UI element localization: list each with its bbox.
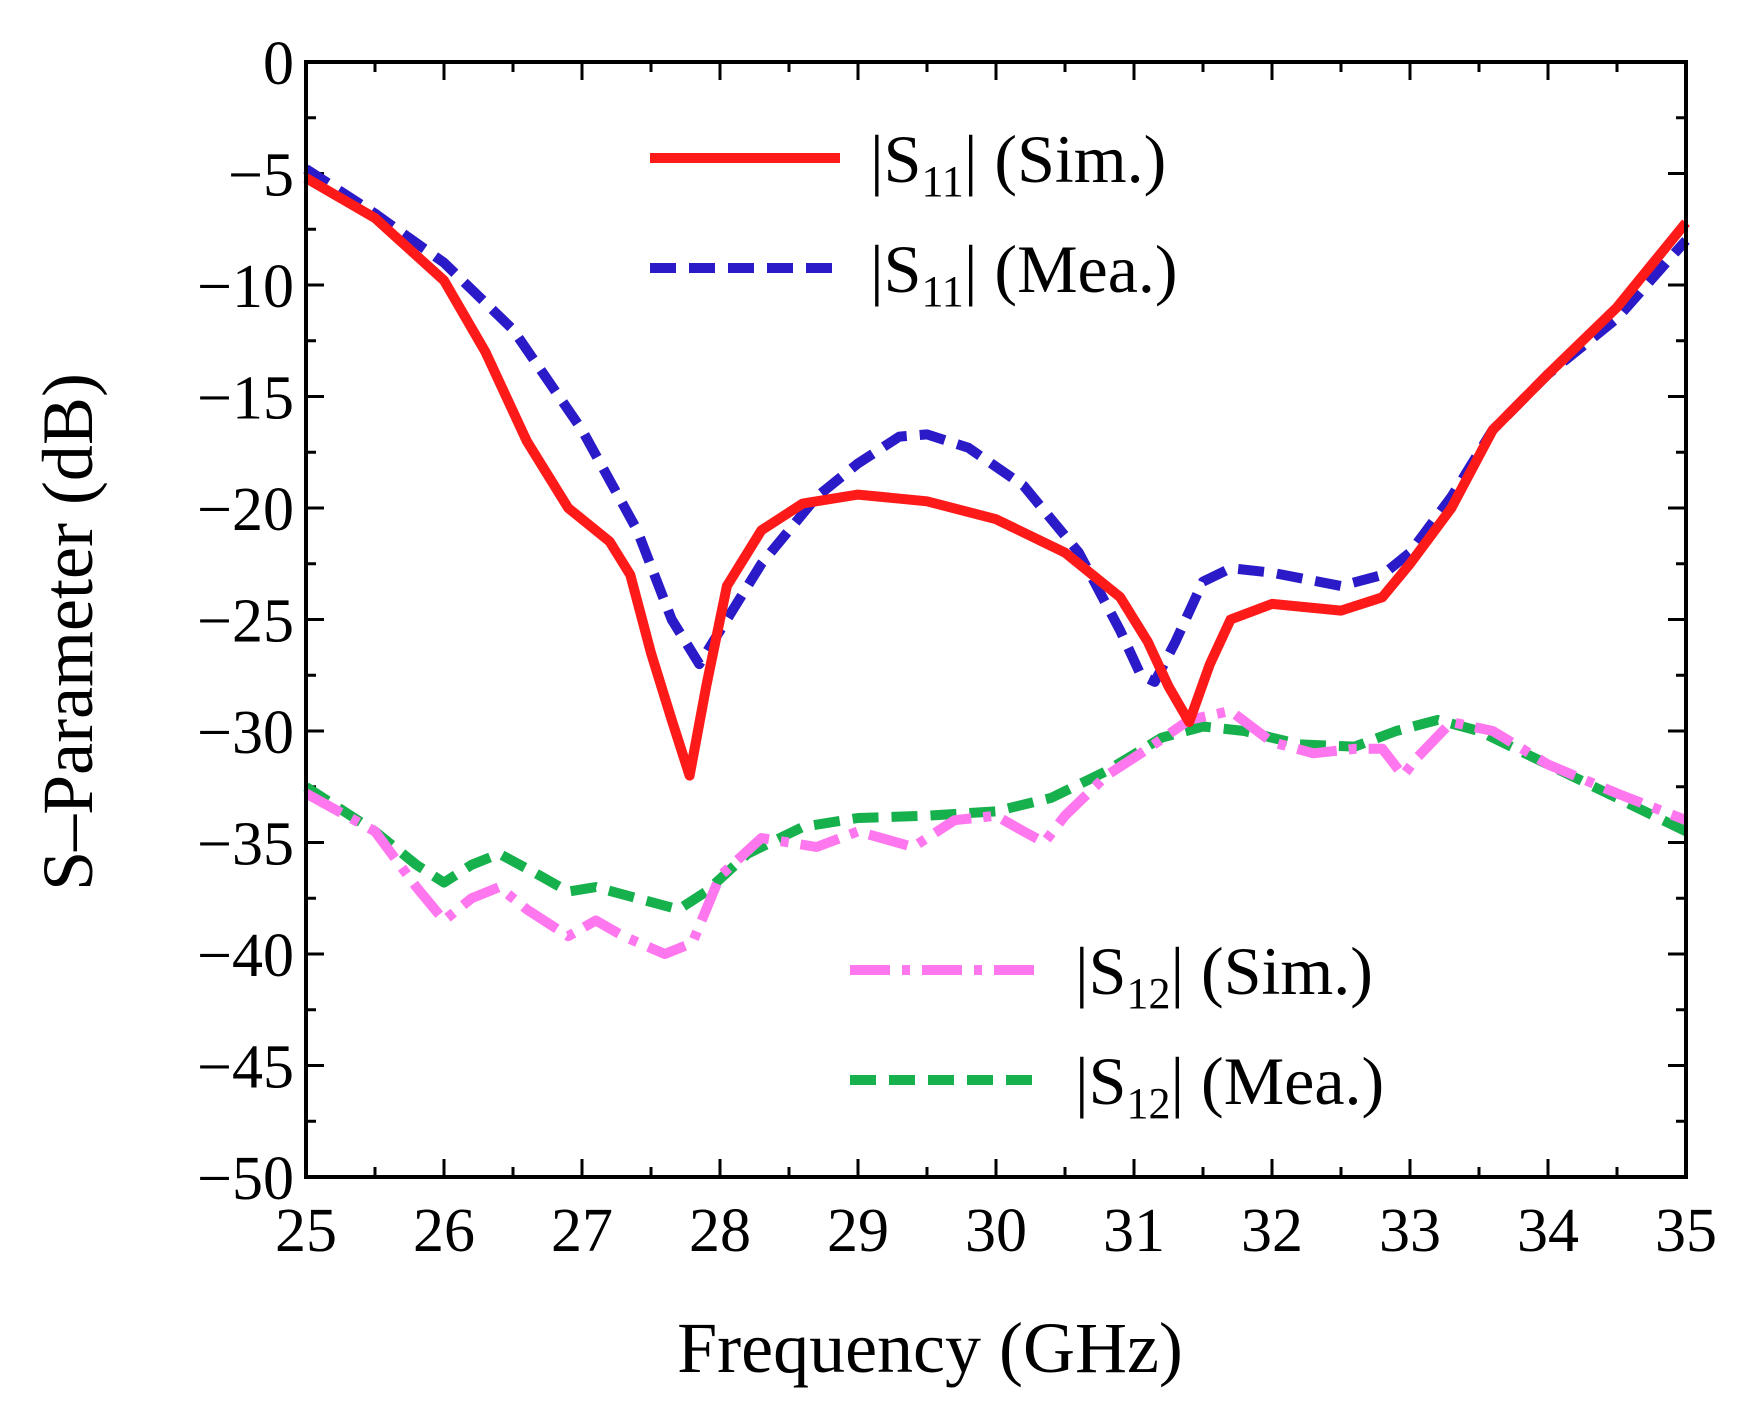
plot-area-frame — [304, 60, 1688, 1179]
y-tick-label: −45 — [197, 1034, 294, 1102]
y-tick-label: −5 — [228, 142, 294, 210]
series-layer — [303, 164, 1690, 959]
series-line-1 — [303, 164, 1690, 687]
y-tick-label: −30 — [197, 699, 294, 767]
y-tick-label: −15 — [197, 365, 294, 433]
legend-label-3: |S12| (Mea.) — [1075, 1043, 1384, 1128]
y-tick-label: 0 — [263, 30, 294, 98]
x-tick-label: 30 — [965, 1197, 1027, 1265]
x-tick-label: 35 — [1655, 1197, 1717, 1265]
y-tick-label: −25 — [197, 588, 294, 656]
tick-labels: 25 26 27 28 29 30 31 32 33 34 35 0 −5 −10 −15 −20 −25 −30… — [197, 30, 1717, 1265]
y-tick-label: −35 — [197, 811, 294, 879]
legend-label-0: |S11| (Sim.) — [870, 121, 1166, 206]
y-tick-label: −10 — [197, 253, 294, 321]
x-tick-label: 27 — [551, 1197, 613, 1265]
x-tick-label: 32 — [1241, 1197, 1303, 1265]
legend-label-1: |S11| (Mea.) — [870, 231, 1178, 316]
x-tick-label: 33 — [1379, 1197, 1441, 1265]
x-tick-label: 28 — [689, 1197, 751, 1265]
series-line-3 — [303, 714, 1689, 915]
y-tick-label: −40 — [197, 922, 294, 990]
series-line-2 — [303, 705, 1688, 959]
x-tick-label: 31 — [1103, 1197, 1165, 1265]
series-line-0 — [303, 173, 1690, 781]
axis-ticks — [304, 60, 1688, 1179]
legend: |S11| (Sim.) |S11| (Mea.) |S12| (Sim.) |S12… — [650, 121, 1384, 1128]
x-tick-label: 34 — [1517, 1197, 1579, 1265]
y-axis-title: S–Parameter (dB) — [28, 373, 108, 891]
y-tick-label: −20 — [197, 476, 294, 544]
y-tick-label: −50 — [197, 1145, 294, 1213]
x-axis-title: Frequency (GHz) — [677, 1308, 1183, 1388]
x-tick-label: 29 — [827, 1197, 889, 1265]
legend-label-2: |S12| (Sim.) — [1075, 933, 1373, 1018]
x-tick-label: 25 — [275, 1197, 337, 1265]
x-tick-label: 26 — [413, 1197, 475, 1265]
